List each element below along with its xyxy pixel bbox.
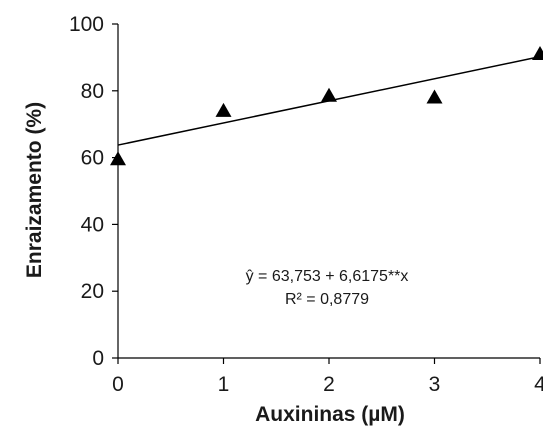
y-tick-label: 20 [81, 280, 104, 303]
x-tick-label: 1 [218, 373, 230, 396]
y-tick-label: 40 [81, 213, 104, 236]
x-axis-ticks: 0 1 2 3 4 [112, 358, 543, 396]
x-axis-title: Auxininas (µM) [255, 403, 405, 426]
data-point [110, 151, 126, 166]
y-tick-label: 0 [92, 347, 104, 370]
x-tick-label: 3 [429, 373, 441, 396]
data-points [110, 46, 543, 166]
x-tick-label: 2 [323, 373, 335, 396]
data-point [532, 46, 543, 61]
data-point [321, 87, 337, 102]
y-axis-ticks: 0 20 40 60 80 100 [69, 13, 118, 370]
x-tick-label: 0 [112, 373, 124, 396]
r-squared-label: R² = 0,8779 [285, 291, 369, 308]
y-tick-label: 100 [69, 13, 104, 36]
y-tick-label: 60 [81, 147, 104, 170]
data-point [215, 102, 232, 117]
equation-label: ŷ = 63,753 + 6,6175**x [246, 268, 409, 285]
y-axis-title: Enraizamento (%) [23, 102, 46, 278]
y-tick-label: 80 [81, 80, 104, 103]
x-tick-label: 4 [534, 373, 543, 396]
data-point [426, 89, 443, 104]
